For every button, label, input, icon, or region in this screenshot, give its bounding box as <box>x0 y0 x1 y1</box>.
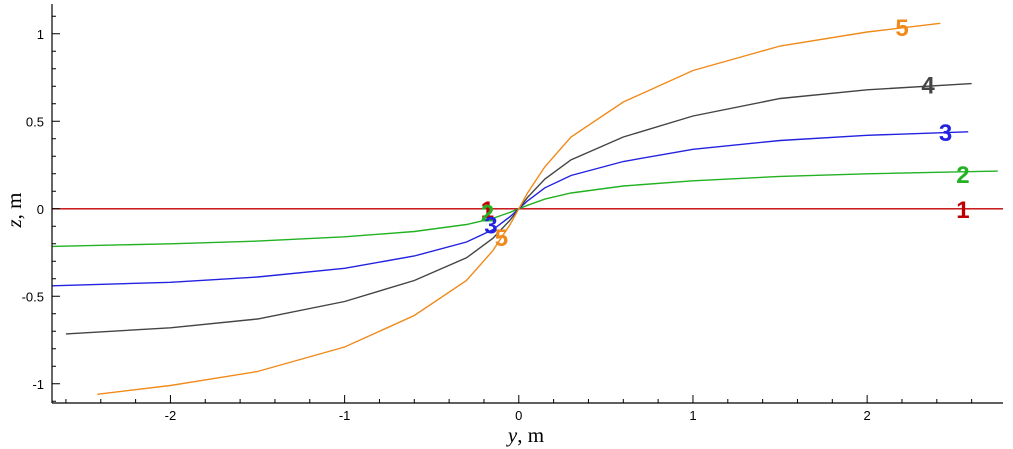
x-tick-label: 2 <box>864 408 871 423</box>
series-label-2: 2 <box>481 200 494 227</box>
y-tick-label: -1 <box>32 377 44 392</box>
y-axis-label: z, m <box>2 192 26 228</box>
series-label-5: 5 <box>495 225 508 252</box>
x-tick-label: -2 <box>165 408 177 423</box>
series-label-4: 4 <box>921 73 935 100</box>
series-label-2: 2 <box>956 162 969 189</box>
y-tick-label: 0.5 <box>26 114 44 129</box>
x-tick-label: 1 <box>689 408 696 423</box>
y-tick-label: -0.5 <box>22 289 44 304</box>
x-tick-label: -1 <box>339 408 351 423</box>
series-label-5: 5 <box>895 15 908 42</box>
x-tick-label: 0 <box>515 408 522 423</box>
y-tick-label: 1 <box>37 27 44 42</box>
series-label-3: 3 <box>484 213 497 240</box>
y-tick-label: 0 <box>37 202 44 217</box>
x-axis-label: y, m <box>506 423 544 447</box>
x-axis-variable: y <box>506 423 518 447</box>
x-axis-unit: , m <box>517 423 544 447</box>
axes: -2 -1 0 1 2-1-0.500.51 <box>22 4 1003 423</box>
series-label-1: 1 <box>956 197 969 224</box>
series-label-1: 1 <box>481 197 494 224</box>
series-layer <box>51 22 1003 395</box>
y-axis-variable: z <box>2 219 26 228</box>
series-line-5 <box>97 22 941 395</box>
series-label-3: 3 <box>939 120 952 147</box>
y-axis-unit: , m <box>2 192 26 219</box>
